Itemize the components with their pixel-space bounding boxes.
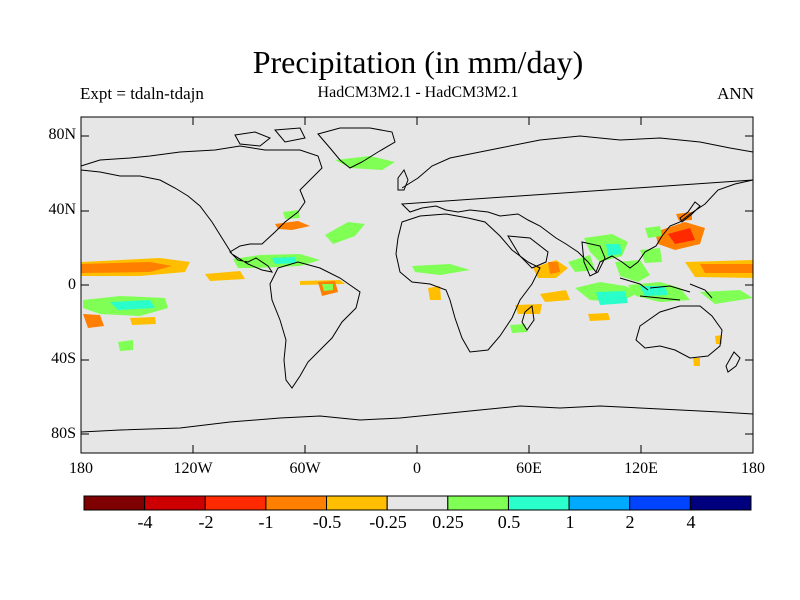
coast-greenland xyxy=(317,127,396,169)
colorbar-label: -1 xyxy=(258,512,274,532)
lat-label-80s: 80S xyxy=(51,425,76,442)
pos-anomaly-west-africa xyxy=(412,264,470,275)
neg-anomaly-west-pacific-core xyxy=(668,228,695,244)
lon-label-120w: 120W xyxy=(173,460,213,477)
colorbar-swatch xyxy=(568,495,631,511)
neg-anomaly-pacific-core xyxy=(81,262,172,273)
pos-anomaly-greenland xyxy=(335,156,395,170)
pos-anomaly-indochina xyxy=(615,260,650,282)
neg-anomaly-eq-pacific xyxy=(205,271,245,281)
coast-africa xyxy=(395,213,541,353)
coast-arabia xyxy=(507,235,549,269)
lon-ticks xyxy=(192,117,642,453)
colorbar-swatch xyxy=(83,495,146,511)
map-title: Precipitation (in mm/day) xyxy=(252,44,584,80)
pos-anomaly-south-west-pacific xyxy=(700,290,753,304)
coast-british-isles xyxy=(397,168,409,191)
neg-anomaly-indian-ocean xyxy=(540,290,570,302)
colorbar-swatch xyxy=(447,495,509,511)
colorbar xyxy=(83,495,752,511)
pos-anomaly-south-pacific-core xyxy=(110,300,155,310)
colorbar-label: -2 xyxy=(198,512,214,532)
colorbar-label: 2 xyxy=(625,512,635,532)
lon-label-180e: 180 xyxy=(741,460,765,477)
lat-label-0: 0 xyxy=(68,276,76,293)
lon-label-180w: 180 xyxy=(69,460,93,477)
coast-south-america xyxy=(269,261,361,389)
neg-anomaly-arabian xyxy=(548,262,560,274)
coastlines xyxy=(80,127,754,433)
coast-australia xyxy=(635,305,723,359)
anomaly-field xyxy=(81,156,753,366)
lon-label-0: 0 xyxy=(413,460,421,477)
pos-anomaly-indian-ocean-core xyxy=(596,291,628,305)
season-label: ANN xyxy=(717,84,754,103)
neg-anomaly-south-pacific-2 xyxy=(130,317,156,325)
pos-anomaly-maritime-core xyxy=(640,286,668,296)
lon-label-120e: 120E xyxy=(624,460,658,477)
colorbar-swatch xyxy=(204,495,267,511)
neg-anomaly-south-pacific xyxy=(83,314,104,328)
colorbar-swatch xyxy=(689,495,752,511)
neg-anomaly-central-africa xyxy=(428,286,441,300)
lon-label-60w: 60W xyxy=(289,460,321,477)
model-label: HadCM3M2.1 - HadCM3M2.1 xyxy=(317,84,519,101)
lon-label-60e: 60E xyxy=(516,460,542,477)
lat-label-40n: 40N xyxy=(48,201,76,218)
lat-ticks xyxy=(81,135,753,435)
coast-madagascar xyxy=(521,305,535,331)
lat-label-40s: 40S xyxy=(51,350,76,367)
pos-anomaly-india xyxy=(584,234,628,262)
coast-arctic-islands xyxy=(234,127,306,147)
coast-antarctica xyxy=(80,405,754,433)
colorbar-label: 0.5 xyxy=(497,512,521,532)
pos-anomaly-south-africa xyxy=(510,324,527,333)
pos-anomaly-bay-of-bengal xyxy=(606,244,622,256)
pos-anomaly-west-pacific xyxy=(645,226,662,238)
pos-anomaly-amazon xyxy=(322,284,333,291)
colorbar-label: 4 xyxy=(686,512,696,532)
colorbar-swatch xyxy=(507,495,570,511)
neg-anomaly-indian-ocean-3 xyxy=(588,313,610,321)
colorbar-label: -0.5 xyxy=(312,512,342,532)
coast-north-america xyxy=(80,145,323,273)
lat-label-80n: 80N xyxy=(48,126,76,143)
colorbar-swatch xyxy=(265,495,328,511)
colorbar-swatch xyxy=(144,495,206,511)
colorbar-swatch xyxy=(326,495,388,511)
pos-anomaly-south-pacific-2 xyxy=(118,340,133,351)
colorbar-label: 1 xyxy=(565,512,575,532)
coast-japan xyxy=(679,201,701,223)
neg-anomaly-tropical-pacific-east-core xyxy=(700,264,753,273)
colorbar-label: 0.25 xyxy=(432,512,464,532)
pos-anomaly-gulf-stream xyxy=(283,210,300,219)
colorbar-swatch xyxy=(629,495,691,511)
colorbar-label: -4 xyxy=(137,512,153,532)
experiment-label: Expt = tdaln-tdajn xyxy=(80,84,204,103)
coast-new-zealand xyxy=(725,351,741,373)
pos-anomaly-central-atlantic xyxy=(325,222,365,244)
neg-anomaly-new-zealand xyxy=(693,358,700,366)
pos-anomaly-arabian-sea xyxy=(568,255,595,272)
colorbar-swatch xyxy=(386,495,449,511)
pos-anomaly-caribbean-core xyxy=(272,257,297,264)
coast-indonesia xyxy=(619,277,713,301)
colorbar-label: -0.25 xyxy=(369,512,407,532)
coast-india xyxy=(581,241,606,277)
